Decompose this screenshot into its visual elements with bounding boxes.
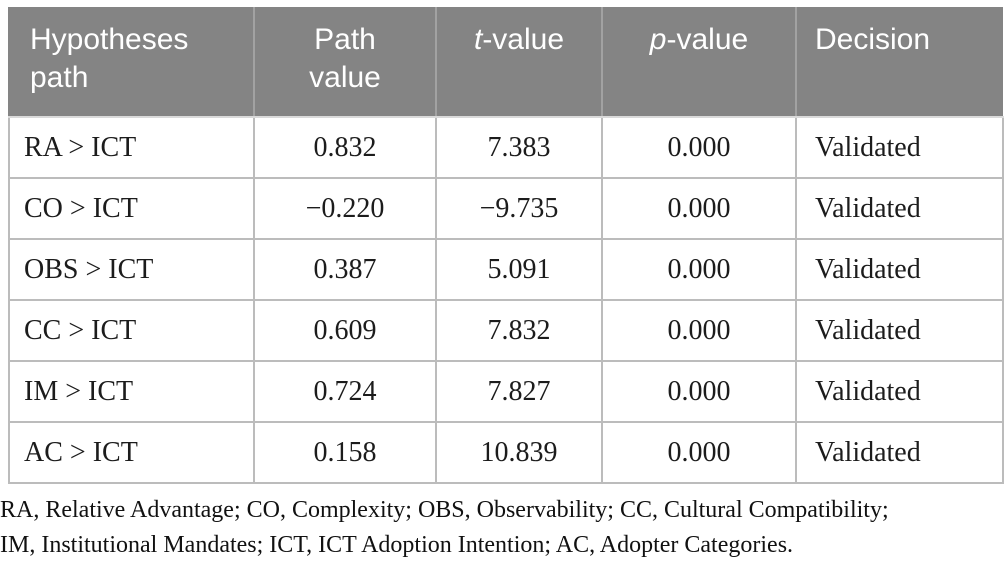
cell-p-value: 0.000	[601, 299, 797, 362]
cell-p-value: 0.000	[601, 177, 797, 240]
header-row: Hypotheses path Path value t-value p-val…	[8, 7, 1003, 118]
cell-t-value: 7.383	[435, 116, 603, 179]
table-row: IM > ICT 0.724 7.827 0.000 Validated	[8, 360, 1004, 423]
cell-t-value: 10.839	[435, 421, 603, 484]
cell-hypothesis-path: CC > ICT	[8, 299, 255, 362]
results-table-container: Hypotheses path Path value t-value p-val…	[8, 7, 1004, 484]
cell-path-value: 0.609	[253, 299, 437, 362]
footnote-line-1: RA, Relative Advantage; CO, Complexity; …	[0, 497, 889, 523]
cell-decision: Validated	[795, 421, 1004, 484]
cell-t-value: 5.091	[435, 238, 603, 301]
cell-hypothesis-path: OBS > ICT	[8, 238, 255, 301]
header-t-italic: t	[473, 23, 483, 56]
header-p-rest: -value	[666, 23, 749, 56]
table-body: RA > ICT 0.832 7.383 0.000 Validated CO …	[8, 116, 1004, 484]
cell-path-value: 0.158	[253, 421, 437, 484]
cell-t-value: 7.827	[435, 360, 603, 423]
table-row: RA > ICT 0.832 7.383 0.000 Validated	[8, 116, 1004, 179]
table-footnote: RA, Relative Advantage; CO, Complexity; …	[0, 493, 1004, 563]
cell-decision: Validated	[795, 360, 1004, 423]
table-row: AC > ICT 0.158 10.839 0.000 Validated	[8, 421, 1004, 484]
table-row: CC > ICT 0.609 7.832 0.000 Validated	[8, 299, 1004, 362]
cell-path-value: 0.832	[253, 116, 437, 179]
cell-decision: Validated	[795, 299, 1004, 362]
cell-decision: Validated	[795, 177, 1004, 240]
header-hypotheses-path-label: Hypotheses path	[30, 23, 189, 94]
cell-hypothesis-path: AC > ICT	[8, 421, 255, 484]
header-p-value: p-value	[601, 7, 796, 118]
cell-p-value: 0.000	[601, 421, 797, 484]
header-path-value-label: Path value	[309, 23, 381, 94]
header-p-italic: p	[649, 23, 667, 56]
cell-hypothesis-path: IM > ICT	[8, 360, 255, 423]
cell-path-value: 0.387	[253, 238, 437, 301]
header-path-value: Path value	[253, 7, 436, 118]
cell-t-value: −9.735	[435, 177, 603, 240]
cell-p-value: 0.000	[601, 116, 797, 179]
footnote-line-2: IM, Institutional Mandates; ICT, ICT Ado…	[0, 532, 794, 558]
header-t-value: t-value	[435, 7, 602, 118]
header-decision: Decision	[795, 7, 1003, 118]
hypotheses-results-table: Hypotheses path Path value t-value p-val…	[8, 7, 1004, 484]
cell-path-value: 0.724	[253, 360, 437, 423]
cell-hypothesis-path: CO > ICT	[8, 177, 255, 240]
cell-t-value: 7.832	[435, 299, 603, 362]
cell-p-value: 0.000	[601, 238, 797, 301]
header-t-rest: -value	[482, 23, 565, 56]
table-header: Hypotheses path Path value t-value p-val…	[8, 7, 1003, 118]
cell-hypothesis-path: RA > ICT	[8, 116, 255, 179]
cell-p-value: 0.000	[601, 360, 797, 423]
header-hypotheses-path: Hypotheses path	[8, 7, 254, 118]
cell-decision: Validated	[795, 238, 1004, 301]
table-row: CO > ICT −0.220 −9.735 0.000 Validated	[8, 177, 1004, 240]
cell-path-value: −0.220	[253, 177, 437, 240]
cell-decision: Validated	[795, 116, 1004, 179]
table-row: OBS > ICT 0.387 5.091 0.000 Validated	[8, 238, 1004, 301]
